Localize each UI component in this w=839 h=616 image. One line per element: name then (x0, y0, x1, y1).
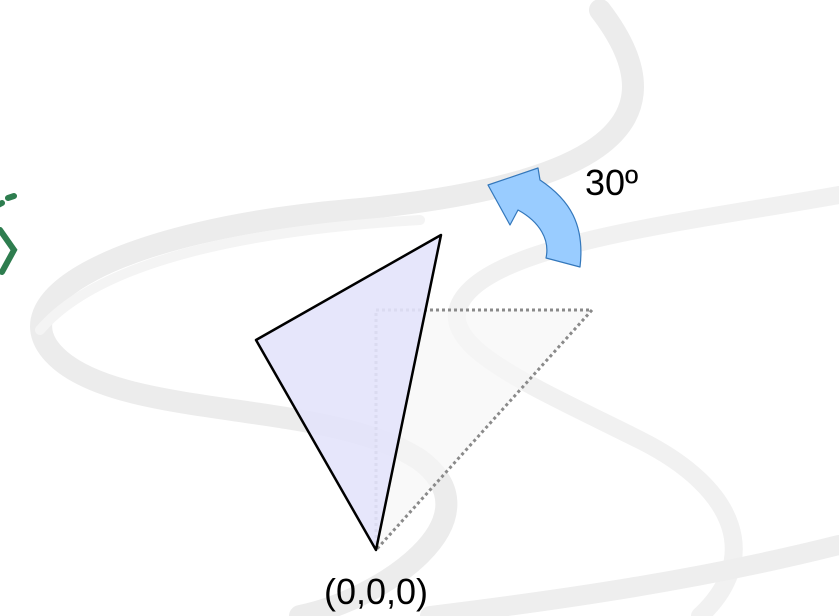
origin-label: (0,0,0) (324, 571, 428, 612)
page: {"annotations": {"angle": "30º", "origin… (0, 0, 839, 616)
diagram: 30º (0,0,0) (0, 0, 839, 616)
angle-label: 30º (585, 162, 638, 203)
cropped-title-glyph (0, 196, 14, 272)
